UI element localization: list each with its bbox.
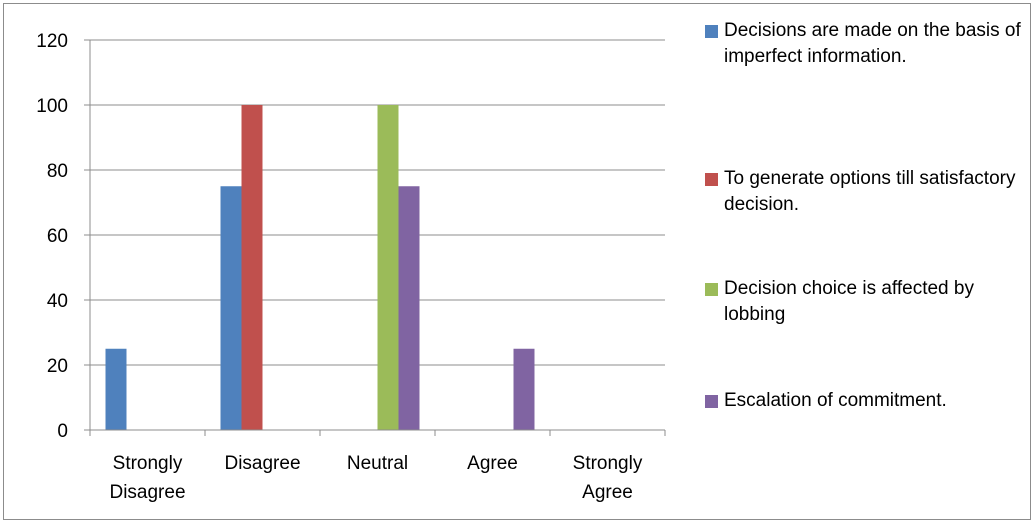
y-tick-label: 60 xyxy=(47,226,68,247)
y-tick-labels: 0 20 40 60 80 100 120 xyxy=(36,31,68,442)
legend-swatch xyxy=(705,395,718,408)
x-tick-label: Disagree xyxy=(109,482,185,503)
legend-label: Escalation of commitment. xyxy=(724,390,947,411)
y-tick-label: 20 xyxy=(47,356,68,377)
bar xyxy=(105,348,127,430)
y-tick-label: 40 xyxy=(47,291,68,312)
legend-label: Decision choice is affected by lobbing xyxy=(724,278,974,325)
legend-swatch xyxy=(705,25,718,38)
legend-label: Decisions are made on the basis of imper… xyxy=(724,20,1021,67)
legend-swatch xyxy=(705,283,718,296)
x-tick-labels: Strongly Disagree Disagree Neutral Agree Stro… xyxy=(109,453,642,503)
x-tick-label: Agree xyxy=(467,453,518,474)
legend-item: Decisions are made on the basis of imper… xyxy=(705,18,1024,70)
y-tick-label: 120 xyxy=(36,31,68,52)
axes xyxy=(84,39,666,436)
bar xyxy=(220,186,242,430)
bar xyxy=(241,105,263,430)
bar xyxy=(377,105,399,430)
x-tick-label: Strongly xyxy=(573,453,643,474)
bars xyxy=(105,105,535,430)
legend-swatch xyxy=(705,173,718,186)
legend-item: To generate options till satisfactory de… xyxy=(705,166,1024,218)
bar xyxy=(513,348,535,430)
legend-item: Escalation of commitment. xyxy=(705,388,1024,414)
x-tick-label: Agree xyxy=(582,482,633,503)
y-tick-label: 100 xyxy=(36,96,68,117)
x-tick-label: Disagree xyxy=(224,453,300,474)
bar xyxy=(398,186,420,430)
x-tick-label: Neutral xyxy=(347,453,408,474)
y-tick-label: 0 xyxy=(57,421,68,442)
y-tick-label: 80 xyxy=(47,161,68,182)
legend-label: To generate options till satisfactory de… xyxy=(724,168,1016,215)
legend-item: Decision choice is affected by lobbing xyxy=(705,276,1024,328)
chart-frame xyxy=(3,3,1031,520)
x-tick-label: Strongly xyxy=(113,453,183,474)
